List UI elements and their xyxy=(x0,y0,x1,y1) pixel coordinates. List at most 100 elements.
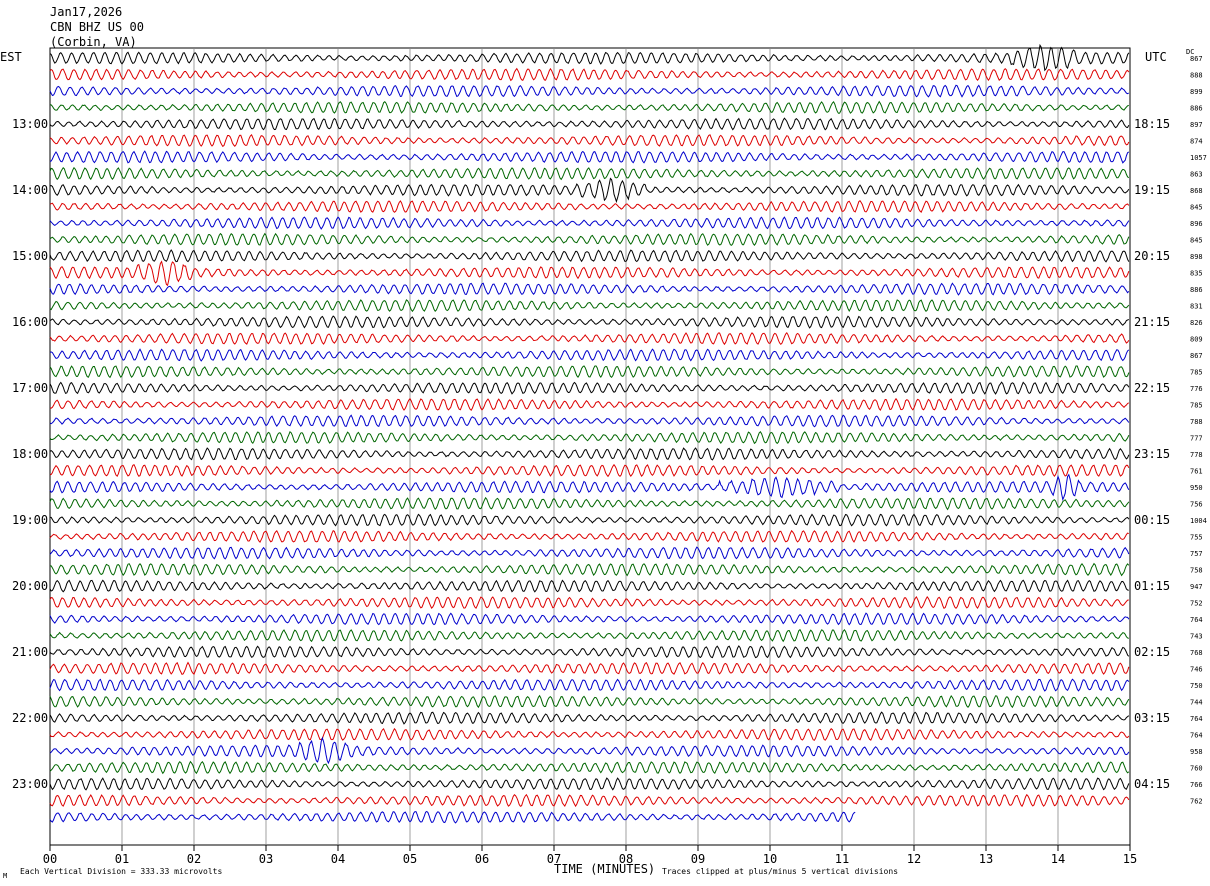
dc-value: 896 xyxy=(1190,220,1203,228)
trace-2 xyxy=(49,84,1130,98)
trace-0 xyxy=(49,43,1130,72)
hour-labels: 867 888 899 886 897 874 1057 863 868 845 896 845 898… xyxy=(12,55,1207,806)
x-tick-label-14: 14 xyxy=(1051,852,1065,866)
trace-45 xyxy=(49,793,1130,808)
right-hour-label: 04:15 xyxy=(1134,777,1170,791)
dc-value: 757 xyxy=(1190,550,1203,558)
trace-20 xyxy=(49,381,1130,395)
x-tick-label-12: 12 xyxy=(907,852,921,866)
scale-note: Each Vertical Division = 333.33 microvol… xyxy=(20,867,223,876)
dc-value: 809 xyxy=(1190,336,1203,344)
trace-10 xyxy=(49,216,1130,230)
dc-value: 764 xyxy=(1190,732,1203,740)
dc-value: 755 xyxy=(1190,534,1203,542)
dc-value: 868 xyxy=(1190,187,1203,195)
header-location: (Corbin, VA) xyxy=(50,35,137,49)
dc-value: 867 xyxy=(1190,352,1203,360)
left-hour-label: 14:00 xyxy=(12,183,48,197)
trace-31 xyxy=(50,562,1130,577)
trace-11 xyxy=(49,232,1130,247)
trace-41 xyxy=(49,727,1130,741)
dc-value: 785 xyxy=(1190,402,1203,410)
dc-value: 886 xyxy=(1190,105,1203,113)
trace-18 xyxy=(49,348,1130,362)
dc-value: 760 xyxy=(1190,765,1203,773)
right-hour-label: 21:15 xyxy=(1134,315,1170,329)
right-hour-label: 23:15 xyxy=(1134,447,1170,461)
trace-29 xyxy=(49,529,1129,543)
dc-value: 761 xyxy=(1190,468,1203,476)
dc-value: 845 xyxy=(1190,237,1203,245)
dc-value: 778 xyxy=(1190,451,1203,459)
dc-value: 831 xyxy=(1190,303,1203,311)
x-axis: 00 01 02 03 04 05 06 07 08 09 10 11 12 13 14 15 xyxy=(43,845,1137,866)
x-tick-label-01: 01 xyxy=(115,852,129,866)
dc-value: 845 xyxy=(1190,204,1203,212)
dc-value: 826 xyxy=(1190,319,1203,327)
trace-25 xyxy=(49,463,1130,478)
trace-group xyxy=(49,43,1130,824)
trace-16 xyxy=(49,315,1130,329)
trace-33 xyxy=(49,595,1129,610)
right-hour-label: 22:15 xyxy=(1134,381,1170,395)
trace-39 xyxy=(49,694,1130,709)
left-hour-label: 23:00 xyxy=(12,777,48,791)
dc-value: 947 xyxy=(1190,583,1203,591)
x-tick-label-06: 06 xyxy=(475,852,489,866)
dc-value: 750 xyxy=(1190,682,1203,690)
x-tick-label-07: 07 xyxy=(547,852,561,866)
trace-5 xyxy=(49,133,1130,148)
trace-9 xyxy=(49,199,1130,214)
header-station: CBN BHZ US 00 xyxy=(50,20,144,34)
plot-frame xyxy=(49,47,1131,846)
trace-6 xyxy=(49,150,1130,164)
trace-36 xyxy=(49,645,1130,659)
right-hour-label: 19:15 xyxy=(1134,183,1170,197)
x-axis-title: TIME (MINUTES) xyxy=(554,862,656,876)
dc-value: 835 xyxy=(1190,270,1203,278)
dc-value: 958 xyxy=(1190,748,1203,756)
dc-value: 899 xyxy=(1190,88,1203,96)
dc-value: 758 xyxy=(1190,567,1203,575)
left-hour-label: 13:00 xyxy=(12,117,48,131)
trace-13 xyxy=(49,260,1130,287)
dc-value: 1004 xyxy=(1190,517,1207,525)
trace-7 xyxy=(49,166,1130,181)
trace-38 xyxy=(49,678,1130,692)
dc-value: 886 xyxy=(1190,286,1203,294)
right-hour-label: 18:15 xyxy=(1134,117,1170,131)
right-hour-label: 03:15 xyxy=(1134,711,1170,725)
trace-42 xyxy=(49,736,1130,765)
trace-32 xyxy=(49,579,1129,593)
clip-note: Traces clipped at plus/minus 5 vertical … xyxy=(662,867,899,876)
trace-44 xyxy=(49,777,1130,791)
dc-value: 743 xyxy=(1190,633,1203,641)
x-tick-label-08: 08 xyxy=(619,852,633,866)
minute-gridlines xyxy=(49,47,1131,846)
x-tick-label-13: 13 xyxy=(979,852,993,866)
dc-value: 863 xyxy=(1190,171,1203,179)
x-tick-label-02: 02 xyxy=(187,852,201,866)
dc-value: 776 xyxy=(1190,385,1203,393)
trace-40 xyxy=(49,711,1130,725)
left-hour-label: 16:00 xyxy=(12,315,48,329)
dc-value: 777 xyxy=(1190,435,1203,443)
left-hour-label: 22:00 xyxy=(12,711,48,725)
dc-value: 764 xyxy=(1190,616,1203,624)
dc-value: 764 xyxy=(1190,715,1203,723)
trace-37 xyxy=(49,661,1130,676)
dc-value: 744 xyxy=(1190,699,1203,707)
dc-value: 768 xyxy=(1190,649,1203,657)
x-tick-label-00: 00 xyxy=(43,852,57,866)
x-tick-label-15: 15 xyxy=(1123,852,1137,866)
dc-value: 762 xyxy=(1190,798,1203,806)
right-hour-label: 20:15 xyxy=(1134,249,1170,263)
dc-value: 766 xyxy=(1190,781,1203,789)
trace-46 xyxy=(49,810,856,824)
trace-12 xyxy=(49,249,1130,263)
dc-value: 746 xyxy=(1190,666,1203,674)
timezone-right-label: UTC xyxy=(1145,50,1167,64)
dc-value: 897 xyxy=(1190,121,1203,129)
dc-value: 888 xyxy=(1190,72,1203,80)
